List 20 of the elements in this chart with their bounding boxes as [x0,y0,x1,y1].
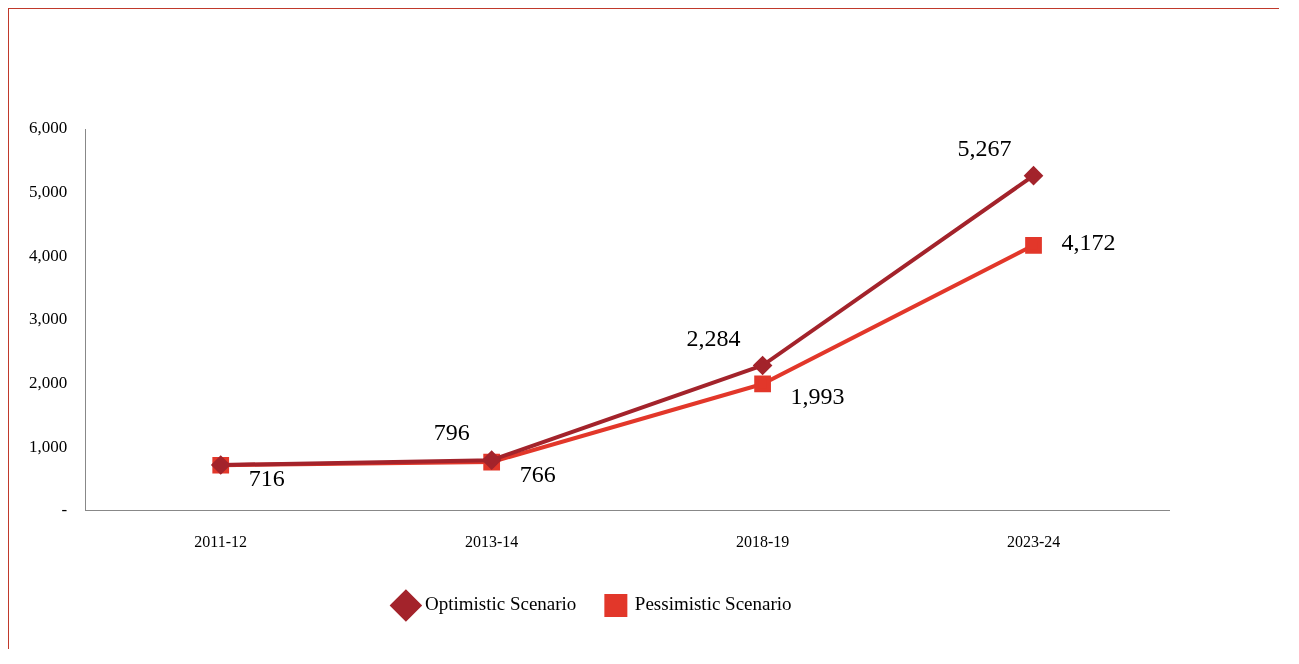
legend-label: Pessimistic Scenario [634,593,792,615]
y-tick-label: - [61,500,68,520]
data-label: 1,993 [790,383,845,410]
y-tick-label: 6,000 [29,118,68,138]
x-tick-label: 2023-24 [1006,532,1061,550]
data-label: 766 [519,461,556,488]
y-tick-label: 5,000 [29,182,68,202]
data-label: 4,172 [1061,228,1116,255]
data-label: 2,284 [686,324,741,351]
y-tick-label: 1,000 [29,436,68,456]
data-label: 5,267 [957,134,1012,161]
x-tick-label: 2011-12 [194,532,248,550]
x-tick-label: 2018-19 [735,532,790,550]
y-tick-label: 3,000 [29,309,68,329]
legend-label: Optimistic Scenario [424,593,577,615]
x-tick-label: 2013-14 [464,532,519,550]
y-tick-label: 4,000 [29,245,68,265]
data-label: 796 [433,419,470,446]
y-tick-label: 2,000 [29,373,68,392]
data-label: 716 [248,464,285,491]
